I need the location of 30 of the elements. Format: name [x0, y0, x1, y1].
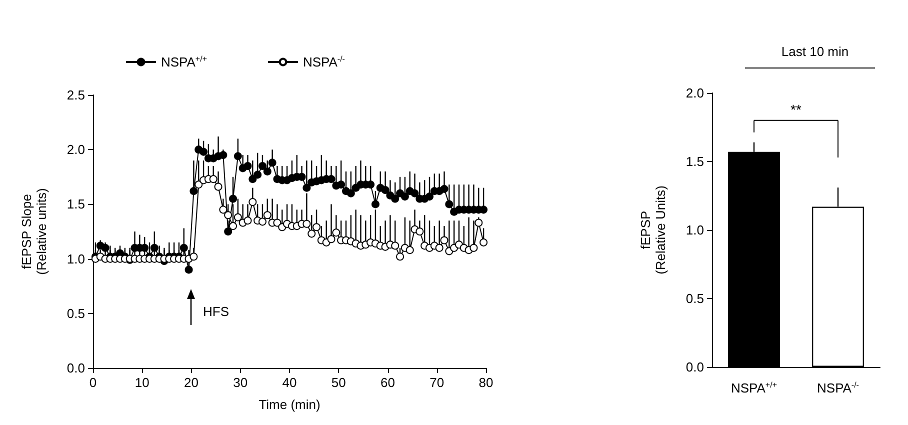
x-tick-label: 30 — [233, 375, 248, 390]
x-tick-label: 70 — [430, 375, 444, 390]
y-tick-label: 1.0 — [66, 251, 85, 266]
x-tick-label: 0 — [89, 375, 97, 390]
y-tick-label: 1.5 — [66, 196, 85, 212]
chart-title: Last 10 min — [781, 44, 849, 59]
x-tick-label: 10 — [134, 375, 150, 390]
x-tick-label: 80 — [478, 375, 494, 390]
y-axis-title: fEPSP (Relative Units) — [638, 186, 668, 274]
x-axis-title: Time (min) — [258, 397, 320, 412]
x-tick-label: 20 — [184, 375, 198, 390]
legend-label: NSPA+/+ — [161, 54, 208, 70]
x-tick-label: 40 — [282, 375, 297, 390]
y-tick-label: 0.5 — [686, 291, 704, 306]
y-tick-label: 2.5 — [66, 88, 85, 102]
legend-label: NSPA-/- — [303, 54, 346, 70]
annotation: ** — [790, 101, 802, 118]
annotation: HFS — [203, 304, 230, 319]
y-axis-title: fEPSP Slope (Relative units) — [19, 188, 49, 275]
x-tick-label: 60 — [380, 375, 395, 390]
y-tick-label: 0.0 — [686, 360, 704, 374]
y-tick-label: 1.0 — [686, 222, 704, 238]
y-tick-label: 2.0 — [686, 86, 704, 100]
y-tick-label: 0.0 — [66, 360, 85, 376]
x-tick-label: 50 — [331, 375, 346, 390]
x-tick-label: NSPA-/- — [817, 380, 860, 396]
y-tick-label: 2.0 — [66, 142, 85, 158]
y-tick-label: 1.5 — [686, 154, 704, 169]
y-tick-label: 0.5 — [66, 306, 85, 321]
x-tick-label: NSPA+/+ — [731, 380, 778, 396]
